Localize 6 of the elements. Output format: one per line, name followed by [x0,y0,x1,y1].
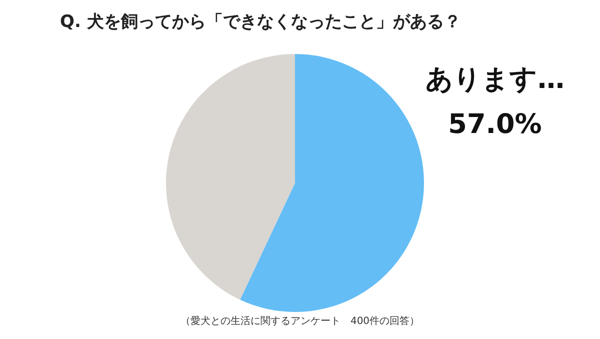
pie-slice [240,54,424,312]
data-label: 57.0% [448,109,542,140]
slice-label: あります… [426,64,564,95]
text: （愛犬との生活に関するアンケート 400件の回答） [179,314,421,328]
chart-title: Q. 犬を飼ってから「できなくなったこと」がある？ [60,11,461,33]
pie-slice [166,54,295,300]
